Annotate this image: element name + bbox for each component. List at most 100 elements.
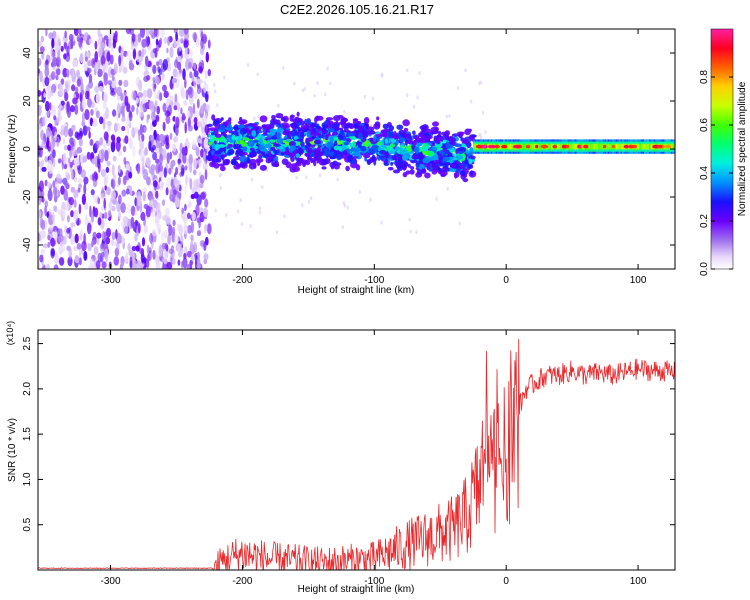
- heatmap-cell: [231, 134, 236, 141]
- heatmap-cell: [468, 135, 474, 140]
- heatmap-cell: [557, 143, 559, 150]
- heatmap-cell: [323, 151, 330, 157]
- heatmap-cell: [45, 59, 49, 65]
- heatmap-cell: [154, 47, 158, 58]
- heatmap-cell: [121, 116, 126, 123]
- heatmap-cell: [382, 131, 387, 138]
- heatmap-cell: [603, 144, 607, 149]
- heatmap-cell: [121, 125, 126, 132]
- heatmap-cell: [125, 170, 130, 181]
- heatmap-cell: [186, 110, 190, 117]
- heatmap-cell: [445, 114, 448, 119]
- heatmap-cell: [79, 229, 83, 241]
- heatmap-cell: [304, 153, 310, 157]
- heatmap-cell: [78, 203, 82, 215]
- heatmap-cell: [62, 35, 68, 43]
- heatmap-cell: [109, 54, 114, 65]
- heatmap-cell: [193, 169, 197, 176]
- heatmap-cell: [97, 217, 102, 226]
- heatmap-cell: [150, 123, 153, 131]
- heatmap-cell: [235, 162, 240, 169]
- heatmap-cell: [431, 168, 438, 175]
- heatmap-cell: [473, 143, 475, 150]
- colorbar-tick-label: 0.8: [699, 70, 710, 84]
- heatmap-cell: [343, 109, 346, 114]
- heatmap-cell: [90, 189, 95, 196]
- heatmap-cell: [440, 167, 448, 173]
- heatmap-cell: [574, 143, 577, 150]
- heatmap-cell: [38, 104, 42, 116]
- heatmap-cell: [285, 138, 291, 143]
- snr-y-label: SNR (10 * v/v): [7, 418, 18, 482]
- heatmap-cell: [671, 143, 673, 150]
- heatmap-cell: [185, 45, 189, 55]
- heatmap-cell: [148, 140, 152, 151]
- heatmap-cell: [196, 85, 201, 95]
- heatmap-cell: [73, 176, 78, 183]
- heatmap-cell: [99, 150, 102, 160]
- heatmap-cell: [162, 84, 167, 92]
- heatmap-cell: [98, 36, 101, 49]
- heatmap-cell: [187, 212, 191, 220]
- heatmap-cell: [112, 38, 117, 49]
- heatmap-cell: [63, 71, 67, 78]
- heatmap-cell: [155, 38, 159, 46]
- heatmap-cell: [309, 123, 315, 127]
- heatmap-cell: [424, 172, 431, 179]
- heatmap-cell: [94, 50, 98, 63]
- heatmap-cell: [145, 157, 151, 167]
- heatmap-cell: [145, 205, 152, 218]
- heatmap-cell: [363, 154, 367, 158]
- heatmap-cell: [38, 57, 42, 67]
- heatmap-cell: [135, 34, 139, 42]
- heatmap-cell: [373, 135, 377, 142]
- heatmap-cell: [222, 159, 230, 166]
- heatmap-cell: [185, 89, 189, 100]
- heatmap-cell: [386, 145, 392, 151]
- heatmap-cell: [196, 98, 200, 109]
- heatmap-cell: [189, 49, 193, 57]
- heatmap-cell: [332, 154, 338, 158]
- heatmap-cell: [418, 71, 421, 75]
- heatmap-cell: [144, 55, 149, 67]
- heatmap-cell: [448, 114, 451, 118]
- heatmap-cell: [87, 98, 92, 108]
- heatmap-cell: [178, 224, 183, 236]
- heatmap-cell: [409, 169, 415, 175]
- heatmap-cell: [175, 116, 180, 129]
- x-tick-label: -200: [232, 576, 252, 587]
- heatmap-cell: [166, 47, 169, 54]
- heatmap-cell: [249, 123, 256, 127]
- heatmap-cell: [73, 199, 77, 208]
- heatmap-cell: [315, 125, 321, 130]
- heatmap-cell: [251, 150, 256, 157]
- heatmap-cell: [181, 147, 186, 156]
- heatmap-cell: [256, 130, 263, 134]
- heatmap-cell: [211, 114, 216, 121]
- heatmap-cell: [143, 225, 148, 234]
- heatmap-cell: [134, 233, 138, 242]
- heatmap-cell: [76, 243, 82, 250]
- heatmap-cell: [280, 117, 287, 122]
- heatmap-cell: [94, 40, 98, 50]
- heatmap-cell: [73, 209, 79, 222]
- heatmap-cell: [169, 151, 173, 160]
- heatmap-cell: [208, 141, 213, 145]
- heatmap-cell: [120, 202, 126, 214]
- heatmap-cell: [300, 131, 304, 138]
- heatmap-cell: [239, 155, 248, 163]
- heatmap-cell: [55, 74, 59, 81]
- heatmap-cell: [236, 209, 240, 214]
- heatmap-cell: [76, 146, 83, 154]
- heatmap-cell: [135, 245, 140, 252]
- heatmap-cell: [52, 180, 56, 188]
- heatmap-cell: [240, 221, 243, 226]
- heatmap-cell: [424, 135, 431, 141]
- heatmap-cell: [117, 211, 122, 219]
- heatmap-cell: [392, 155, 397, 161]
- heatmap-cell: [159, 37, 163, 45]
- heatmap-cell: [417, 153, 423, 159]
- heatmap-cell: [111, 198, 118, 206]
- heatmap-cell: [189, 259, 193, 269]
- heatmap-cell: [187, 142, 191, 149]
